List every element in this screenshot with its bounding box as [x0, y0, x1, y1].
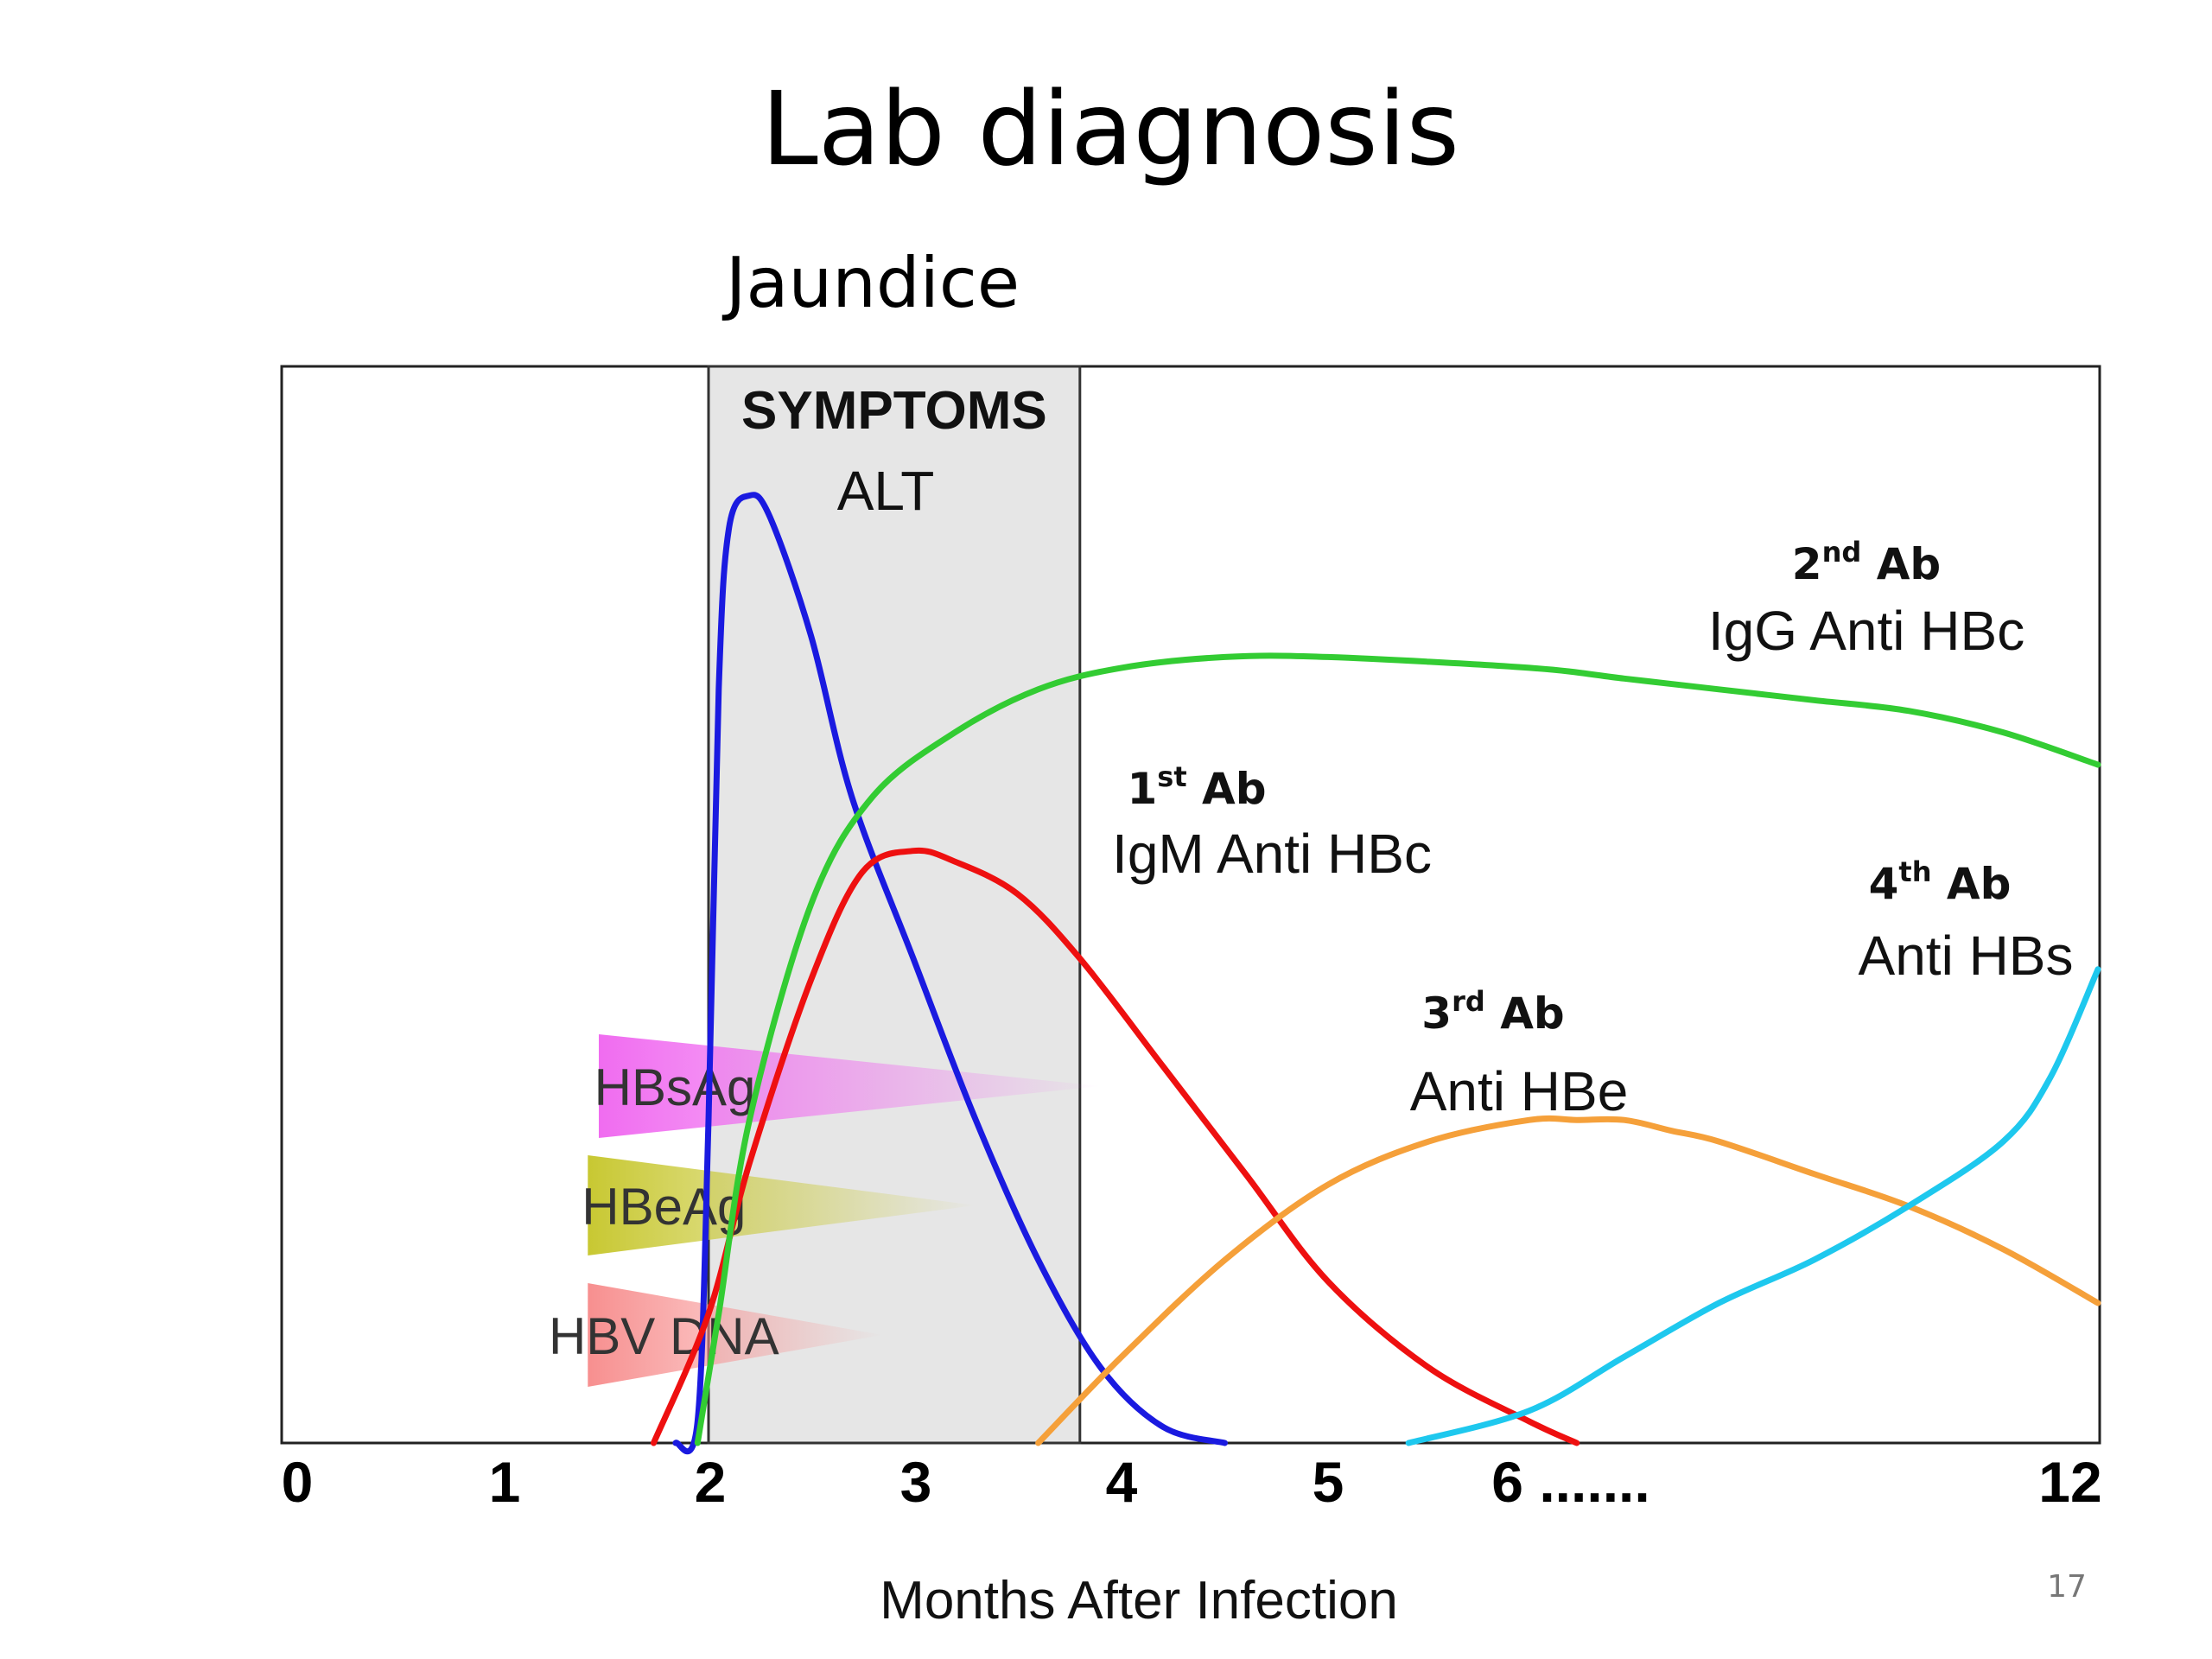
series-label: IgG Anti HBc: [1708, 600, 2024, 662]
series-label: ALT: [837, 460, 935, 522]
jaundice-label: Jaundice: [721, 243, 1020, 323]
series-line-alt: [672, 492, 1228, 1455]
antibody-order-label: 2nd Ab: [1792, 536, 1941, 589]
antibody-order-label: 3rd Ab: [1421, 985, 1564, 1039]
antigen-label: HBeAg: [582, 1178, 746, 1236]
x-tick-label: 6 .......: [1491, 1450, 1649, 1514]
antigen-label: HBV DNA: [549, 1307, 779, 1365]
page-number: 17: [2047, 1569, 2087, 1605]
series-line-igg-anti-hbc: [694, 652, 2101, 1446]
series-label: Anti HBe: [1410, 1060, 1629, 1122]
slide-title: Lab diagnosis: [761, 69, 1459, 188]
antigen-layer: HBsAg HBeAg HBV DNA: [549, 1034, 1101, 1387]
series-label: Anti HBs: [1859, 925, 2074, 987]
antigen-wedge: [588, 1283, 883, 1387]
antigen-wedge: [588, 1155, 976, 1255]
x-tick-label: 3: [900, 1450, 932, 1514]
label-layer: ALT IgM Anti HBc 1st Ab IgG Anti HBc 2nd Ab A…: [837, 460, 2074, 1122]
x-tick-label: 12: [2038, 1450, 2101, 1514]
x-tick-label: 4: [1106, 1450, 1138, 1514]
x-tick-label: 0: [282, 1450, 314, 1514]
series-line-igm-anti-hbc: [651, 847, 1580, 1446]
antibody-order-label: 1st Ab: [1127, 760, 1266, 814]
symptoms-label: SYMPTOMS: [741, 381, 1047, 441]
x-tick-label: 5: [1313, 1450, 1344, 1514]
series-line-anti-hbs: [1405, 966, 2101, 1446]
x-tick-label: 1: [489, 1450, 521, 1514]
series-layer: [651, 492, 2101, 1455]
x-tick-label: 2: [695, 1450, 727, 1514]
series-label: IgM Anti HBc: [1112, 823, 1432, 885]
antigen-label: HBsAg: [594, 1058, 756, 1116]
plot-frame: [280, 365, 2101, 1445]
antibody-order-label: 4th Ab: [1869, 855, 2012, 909]
antigen-wedge: [599, 1034, 1101, 1138]
x-axis-label: Months After Infection: [880, 1571, 1398, 1630]
